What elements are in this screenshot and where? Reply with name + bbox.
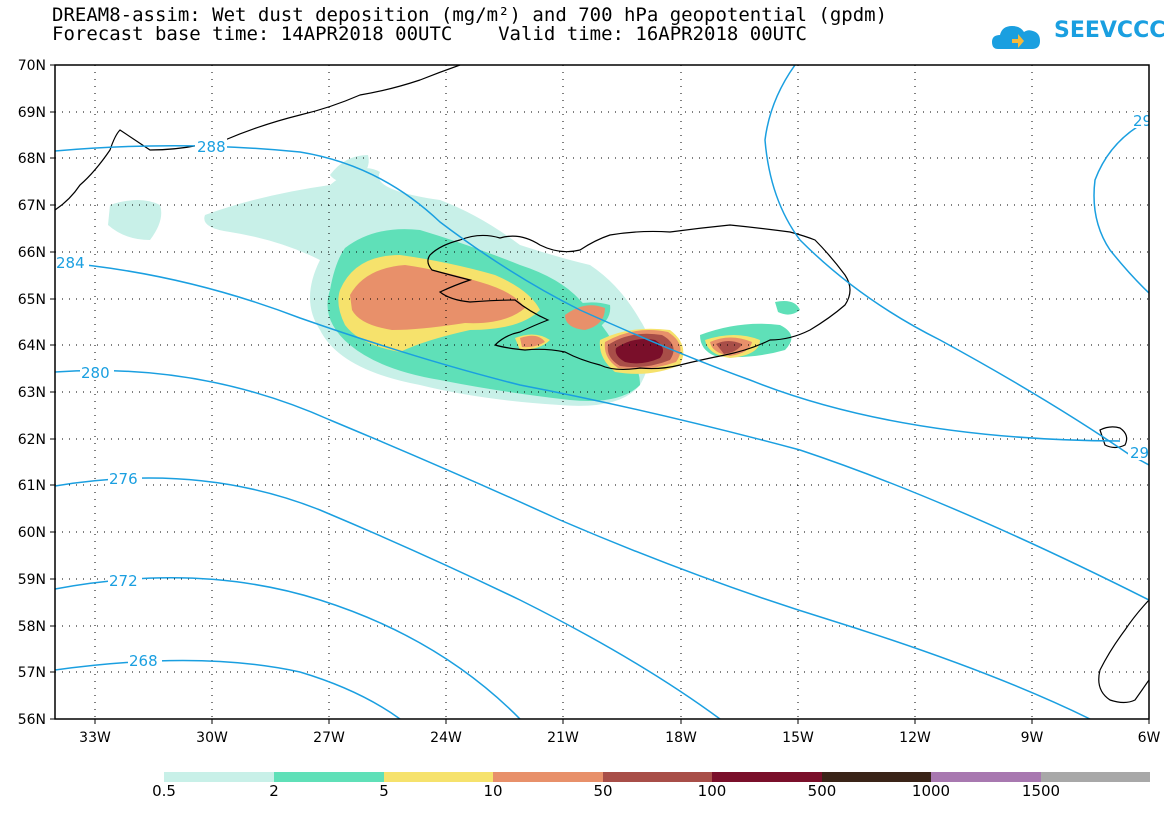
colorbar-swatch [274,772,384,782]
plot-area: 288 284 280 276 272 268 29 29 [55,65,1152,719]
lon-label: 24W [430,730,462,746]
lon-label: 15W [782,730,814,746]
map-title: DREAM8-assim: Wet dust deposition (mg/m²… [52,4,888,26]
greenland-coast [55,65,461,211]
lon-label: 30W [196,730,228,746]
lon-label: 6W [1138,730,1161,746]
dust-shading [108,155,800,406]
colorbar-swatch [603,772,712,782]
contour-labels: 288 284 280 276 272 268 29 29 [55,112,1152,670]
contour-label-292-east: 29 [1130,444,1149,462]
contour-292-east [764,65,1149,466]
lat-label: 69N [18,105,46,121]
colorbar-label: 100 [697,782,727,800]
dust-contour-0-5-b [330,155,369,183]
lat-label: 58N [18,619,46,635]
colorbar-swatch [822,772,931,782]
contour-284 [55,261,1149,601]
lat-label: 59N [18,572,46,588]
lat-label: 65N [18,292,46,308]
colorbar-swatch [164,772,274,782]
colorbar-label: 10 [483,782,503,800]
contour-288 [55,145,1121,442]
contour-276 [55,477,721,719]
dust-contour-100 [615,339,664,364]
lon-label: 21W [547,730,579,746]
lat-label: 56N [18,712,46,728]
colorbar-label: 0.5 [152,782,176,800]
map-subtitle: Forecast base time: 14APR2018 00UTC Vali… [52,23,807,45]
lat-label: 64N [18,338,46,354]
geopotential-contours [55,65,1149,719]
contour-label-288: 288 [197,138,226,156]
lon-label: 27W [313,730,345,746]
iceland-coast [427,224,851,371]
lat-label: 57N [18,665,46,681]
colorbar-label: 1500 [1021,782,1061,800]
colorbar-label: 500 [807,782,837,800]
tick-marks [50,64,1150,724]
cloud-icon [992,26,1040,49]
lon-label: 33W [79,730,111,746]
contour-272 [55,577,521,719]
lat-label: 66N [18,245,46,261]
contour-label-268: 268 [129,652,158,670]
lat-label: 60N [18,525,46,541]
colorbar-label: 5 [379,782,389,800]
colorbar-label: 1000 [911,782,951,800]
colorbar-swatch [712,772,822,782]
contour-label-272: 272 [109,572,138,590]
logo-text: SEEVCCC [1054,18,1166,43]
contour-280 [55,369,1091,719]
lat-label: 63N [18,385,46,401]
contour-label-276: 276 [109,470,138,488]
lat-label: 70N [18,58,46,74]
lon-label: 12W [899,730,931,746]
contour-label-280: 280 [81,364,110,382]
graticule [55,65,1149,719]
colorbar-swatch [384,772,493,782]
contour-292-far [1093,119,1149,294]
colorbar-label: 50 [593,782,613,800]
colorbar-swatch [1041,772,1150,782]
lon-label: 18W [665,730,697,746]
lat-label: 61N [18,478,46,494]
scotland-coast [1098,599,1149,704]
colorbar-label: 2 [269,782,279,800]
lat-label: 67N [18,198,46,214]
contour-268 [55,659,401,719]
lon-label: 9W [1021,730,1044,746]
contour-label-284: 284 [56,254,85,272]
colorbar-swatch [493,772,603,782]
lat-label: 68N [18,151,46,167]
latitude-labels: 70N 69N 68N 67N 66N 65N 64N 63N 62N 61N … [18,58,46,728]
colorbar-swatch [931,772,1041,782]
contour-label-292-north: 29 [1133,112,1152,130]
longitude-labels: 33W 30W 27W 24W 21W 18W 15W 12W 9W 6W [79,730,1160,746]
faroe-coast [1099,426,1128,449]
lat-label: 62N [18,432,46,448]
